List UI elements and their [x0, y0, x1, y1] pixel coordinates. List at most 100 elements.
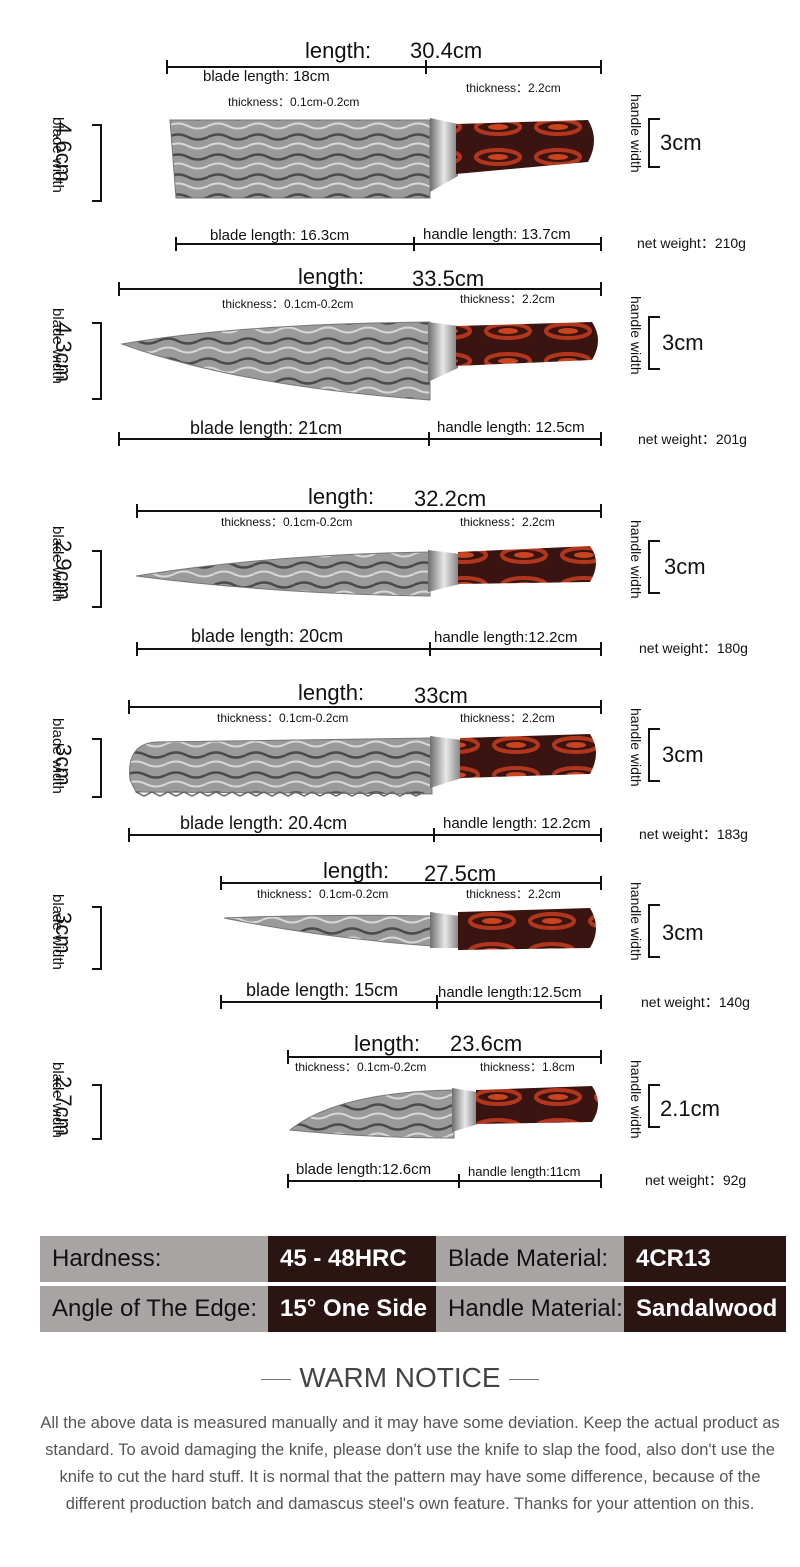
length-tick-left: [287, 1050, 289, 1064]
handle-width-value: 2.1cm: [660, 1096, 720, 1121]
blade-thickness: thickness：0.1cm-0.2cm: [217, 711, 349, 725]
handle-thickness: thickness：2.2cm: [460, 292, 555, 306]
edge-angle-label: Angle of The Edge:: [40, 1286, 268, 1332]
hardness-label: Hardness:: [40, 1236, 268, 1282]
bottom-tick-right: [600, 995, 602, 1009]
length-value: 32.2cm: [414, 486, 487, 511]
blade-material-label: Blade Material:: [436, 1236, 624, 1282]
length-line: [136, 510, 602, 512]
bottom-tick-mid: [436, 995, 438, 1009]
length-label: length:: [298, 264, 365, 289]
length-label: length:: [305, 38, 372, 63]
title-dash-left: [261, 1379, 292, 1381]
spec-table: Hardness: 45 - 48HRC Blade Material: 4CR…: [40, 1236, 786, 1336]
bottom-tick-right: [600, 432, 602, 446]
bottom-tick-right: [600, 237, 602, 251]
blade-width-bracket: [92, 738, 102, 798]
knife-spec-2: length: 33.5cm thickness：0.1cm-0.2cm thi…: [0, 0, 800, 460]
blade-length-bottom: blade length: 16.3cm: [210, 227, 350, 244]
title-dash-right: [508, 1379, 539, 1381]
blade-thickness: thickness：0.1cm-0.2cm: [295, 1060, 427, 1074]
blade-width-bracket: [92, 322, 102, 400]
bottom-tick-left: [136, 642, 138, 656]
handle-width-bracket: [648, 540, 660, 594]
length-tick-left: [128, 700, 130, 714]
length-value: 33.5cm: [412, 266, 485, 291]
bottom-dim-line: [220, 1001, 602, 1003]
bottom-tick-left: [287, 1174, 289, 1188]
handle-length: handle length:12.2cm: [434, 629, 578, 646]
blade-width-bracket: [92, 906, 102, 970]
chef-knife-image: [120, 321, 598, 401]
slicer-knife-image: [135, 546, 596, 597]
net-weight: net weight：210g: [637, 235, 746, 251]
net-weight: net weight：180g: [639, 640, 748, 656]
blade-thickness: thickness：0.1cm-0.2cm: [228, 95, 360, 109]
knife-spec-4: length: 33cm thickness：0.1cm-0.2cm thick…: [49, 680, 748, 842]
handle-width-value: 3cm: [662, 742, 704, 767]
net-weight: net weight：92g: [645, 1172, 747, 1188]
bottom-tick-left: [128, 828, 130, 842]
knife-spec-5: length: 27.5cm thickness：0.1cm-0.2cm thi…: [49, 858, 750, 1010]
length-label: length:: [308, 484, 375, 509]
blade-length-bottom: blade length:12.6cm: [296, 1161, 432, 1178]
length-line: [118, 288, 602, 290]
bottom-tick-mid: [458, 1174, 460, 1188]
handle-length: handle length: 12.2cm: [443, 815, 591, 832]
blade-width-label: blade width: [49, 1062, 66, 1138]
handle-width-bracket: [648, 1084, 660, 1128]
net-weight: net weight：183g: [639, 826, 748, 842]
handle-thickness: thickness：2.2cm: [460, 711, 555, 725]
spec-row-2: Angle of The Edge: 15° One Side Handle M…: [40, 1286, 786, 1332]
length-tick-left: [166, 60, 168, 74]
warm-notice-text: All the above data is measured manually …: [40, 1414, 780, 1513]
handle-thickness: thickness：2.2cm: [466, 887, 561, 901]
handle-thickness: thickness：1.8cm: [480, 1060, 575, 1074]
length-tick-mid: [425, 60, 427, 74]
bottom-tick-mid: [433, 828, 435, 842]
handle-width-value: 3cm: [664, 554, 706, 579]
bottom-tick-right: [600, 1174, 602, 1188]
length-tick-right: [600, 504, 602, 518]
warm-notice-title: WARM NOTICE: [0, 1362, 800, 1394]
bottom-tick-left: [220, 995, 222, 1009]
length-tick-right: [600, 1050, 602, 1064]
bottom-tick-mid: [413, 237, 415, 251]
handle-width-value: 3cm: [662, 330, 704, 355]
santoku-knife-image: [288, 1086, 598, 1139]
length-tick-right: [600, 282, 602, 296]
knife-spec-3: length: 32.2cm thickness：0.1cm-0.2cm thi…: [0, 0, 800, 660]
handle-width-label: handle width: [628, 1060, 644, 1139]
knife-spec-1: length: 30.4cm blade length: 18cm thickn…: [0, 0, 800, 260]
bottom-dim-line: [128, 834, 602, 836]
blade-length-bottom: blade length: 15cm: [246, 980, 399, 1000]
length-line: [287, 1056, 602, 1058]
handle-width-bracket: [648, 118, 660, 168]
blade-width-bracket: [92, 124, 102, 202]
blade-length-bottom: blade length: 21cm: [190, 418, 343, 438]
bottom-tick-mid: [429, 642, 431, 656]
blade-thickness: thickness：0.1cm-0.2cm: [222, 297, 354, 311]
handle-length: handle length: 13.7cm: [423, 226, 571, 243]
bottom-tick-left: [118, 432, 120, 446]
handle-width-value: 3cm: [662, 920, 704, 945]
length-tick-right: [600, 876, 602, 890]
utility-knife-image: [223, 908, 596, 950]
length-tick-left: [220, 876, 222, 890]
cleaver-knife-image: [169, 118, 594, 199]
bottom-tick-right: [600, 828, 602, 842]
handle-width-value: 3cm: [660, 130, 702, 155]
handle-length: handle length:12.5cm: [438, 984, 582, 1001]
length-value: 33cm: [414, 683, 468, 708]
bottom-dim-line: [118, 438, 602, 440]
bread-knife-image: [129, 734, 596, 797]
length-value: 30.4cm: [410, 38, 483, 63]
handle-thickness: thickness：2.2cm: [466, 81, 561, 95]
length-value: 27.5cm: [424, 861, 497, 886]
knife-spec-6: length: 23.6cm thickness：0.1cm-0.2cm thi…: [49, 1031, 747, 1188]
bottom-tick-left: [175, 237, 177, 251]
length-tick-left: [136, 504, 138, 518]
bottom-dim-line: [175, 243, 602, 245]
bottom-dim-line: [136, 648, 602, 650]
net-weight: net weight：201g: [638, 431, 747, 447]
